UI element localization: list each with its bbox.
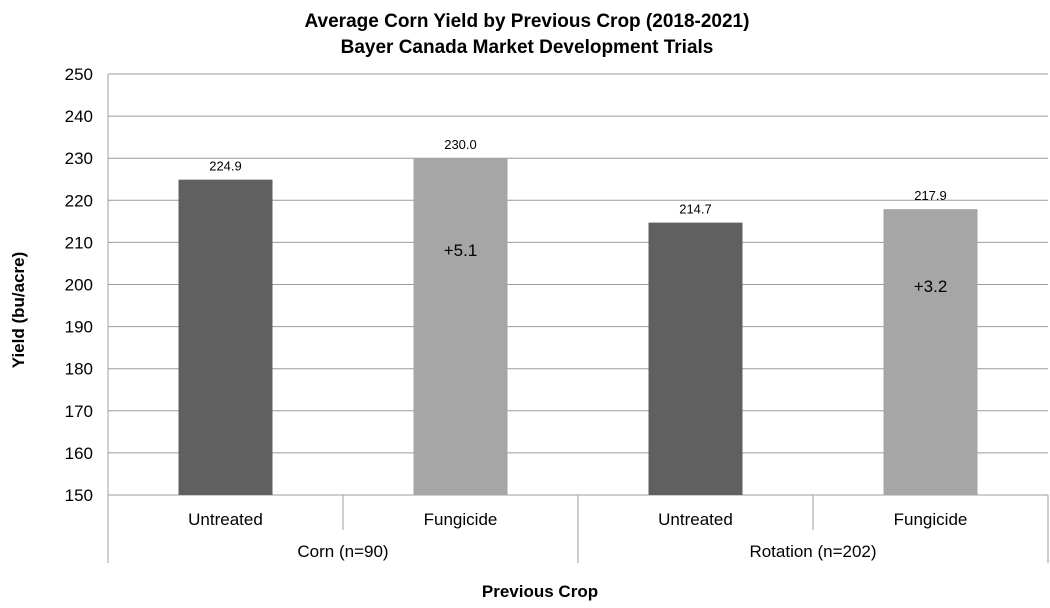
y-tick-label: 240	[65, 107, 93, 126]
bars	[178, 158, 978, 496]
bar	[648, 222, 743, 495]
bar	[178, 179, 273, 495]
data-label: 214.7	[679, 202, 712, 217]
category-label: Fungicide	[894, 510, 968, 529]
category-label: Untreated	[658, 510, 733, 529]
y-tick-label: 210	[65, 233, 93, 252]
data-label: 224.9	[209, 159, 242, 174]
y-tick-label: 230	[65, 149, 93, 168]
y-tick-label: 180	[65, 360, 93, 379]
category-label: Fungicide	[424, 510, 498, 529]
labels: 224.9 Untreated 230.0 +5.1 Fungicide 214.7 Unt…	[188, 137, 967, 561]
difference-annotation: +5.1	[444, 241, 478, 260]
y-tick-label: 200	[65, 276, 93, 295]
y-axis-title: Yield (bu/acre)	[9, 252, 28, 369]
y-tick-label: 250	[65, 65, 93, 84]
difference-annotation: +3.2	[914, 277, 948, 296]
bar	[413, 158, 508, 495]
chart-subtitle: Bayer Canada Market Development Trials	[341, 37, 714, 58]
y-tick-label: 170	[65, 402, 93, 421]
chart-title: Average Corn Yield by Previous Crop (201…	[305, 11, 750, 32]
data-label: 230.0	[444, 137, 477, 152]
y-tick-label: 220	[65, 191, 93, 210]
category-label: Untreated	[188, 510, 263, 529]
y-tick-label: 190	[65, 318, 93, 337]
group-label: Rotation (n=202)	[749, 542, 876, 561]
bar	[883, 209, 978, 496]
group-label: Corn (n=90)	[297, 542, 388, 561]
x-axis-title: Previous Crop	[482, 582, 598, 601]
data-label: 217.9	[914, 188, 947, 203]
y-tick-label: 160	[65, 444, 93, 463]
y-tick-label: 150	[65, 486, 93, 505]
